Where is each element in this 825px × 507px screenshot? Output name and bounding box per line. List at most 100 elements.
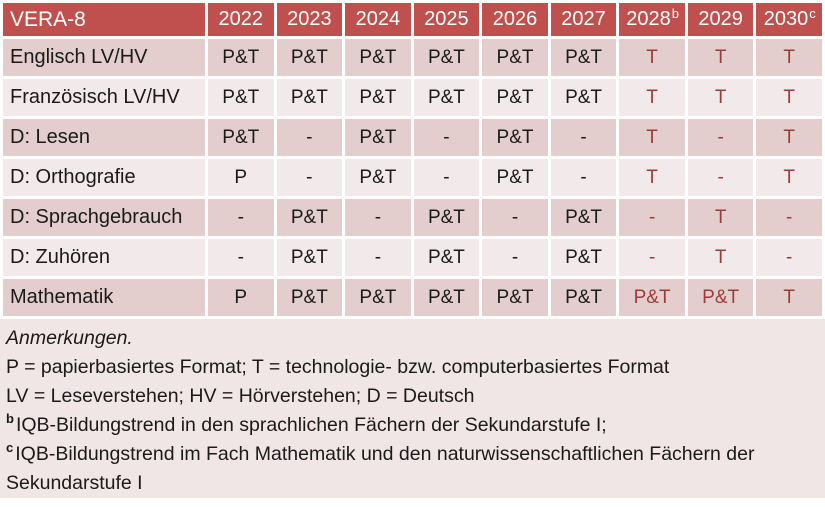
note-b-text: IQB-Bildungstrend in den sprachlichen Fä… [15,414,607,436]
table-cell: T [687,79,754,116]
table-cell: T [756,119,822,156]
column-year-label: 2030 [763,8,809,30]
table-cell: P [208,279,274,316]
column-header-2026: 2026 [482,3,548,36]
note-b-marker: b [6,410,14,426]
table-cell: T [756,279,822,316]
table-cell: P&T [619,279,685,316]
table-cell: P&T [413,39,480,76]
table-cell: T [687,39,754,76]
table-cell: P&T [345,159,411,196]
table-cell: T [619,119,685,156]
row-label: Französisch LV/HV [3,79,205,116]
column-year-label: 2027 [561,8,606,30]
row-label: D: Lesen [3,119,205,156]
column-header-2027: 2027 [550,3,617,36]
table-cell: - [413,119,480,156]
table-cell: P&T [550,279,617,316]
table-notes: Anmerkungen. P = papierbasiertes Format;… [0,319,825,498]
vera8-schedule-table: VERA-8 2022 2023 2024 2025 2026 2027 2028 b 2029… [3,3,822,316]
table-cell: - [208,239,274,276]
row-label: D: Sprachgebrauch [3,199,205,236]
table-cell: - [482,199,548,236]
table-cell: T [619,79,685,116]
column-year-label: 2029 [698,8,743,30]
table-cell: - [276,159,343,196]
table-cell: - [687,119,754,156]
note-c-marker: c [6,439,14,455]
column-year-label: 2025 [424,8,469,30]
table-cell: P&T [550,239,617,276]
table-cell: T [756,39,822,76]
column-year-label: 2028 [626,8,671,30]
column-year-label: 2022 [218,8,264,30]
table-cell: - [756,239,822,276]
table-cell: P&T [550,199,617,236]
table-cell: T [619,159,685,196]
column-footnote-marker-c: c [809,6,816,21]
column-year-label: 2026 [492,8,538,30]
table-cell: P [208,159,274,196]
table-cell: - [345,199,411,236]
table-cell: P&T [208,79,274,116]
table-cell: T [756,159,822,196]
table-cell: P&T [345,79,411,116]
note-c-text: IQB-Bildungstrend im Fach Mathematik und… [6,443,755,494]
table-cell: P&T [208,119,274,156]
table-cell: P&T [276,239,343,276]
table-cell: P&T [687,279,754,316]
table-cell: P&T [482,39,548,76]
table-cell: P&T [550,39,617,76]
table-cell: P&T [276,79,343,116]
column-header-2025: 2025 [413,3,480,36]
table-cell: P&T [276,39,343,76]
table-cell: P&T [413,79,480,116]
table-cell: - [345,239,411,276]
column-header-2024: 2024 [345,3,411,36]
column-header-2028: 2028 b [619,3,685,36]
table-cell: P&T [482,119,548,156]
column-header-2030: 2030 c [756,3,822,36]
table-cell: - [619,199,685,236]
table-cell: P&T [276,279,343,316]
table-cell: T [687,199,754,236]
table-cell: P&T [482,79,548,116]
table-cell: P&T [276,199,343,236]
table-cell: P&T [345,119,411,156]
note-abbreviation-legend: LV = Leseverstehen; HV = Hörverstehen; D… [6,385,475,407]
column-year-label: 2023 [287,8,332,30]
table-cell: - [208,199,274,236]
table-title: VERA-8 [3,3,205,36]
table-cell: P&T [550,79,617,116]
table-cell: - [550,119,617,156]
column-footnote-marker-b: b [671,6,679,21]
note-c: c IQB-Bildungstrend im Fach Mathematik un… [6,440,817,498]
table-cell: T [756,79,822,116]
row-label: D: Orthografie [3,159,205,196]
table-cell: - [413,159,480,196]
table-cell: - [619,239,685,276]
notes-heading: Anmerkungen. [6,327,133,349]
table-cell: - [276,119,343,156]
table-cell: T [687,239,754,276]
table-cell: - [482,239,548,276]
row-label: Englisch LV/HV [3,39,205,76]
table-cell: T [619,39,685,76]
row-label: Mathematik [3,279,205,316]
table-cell: P&T [208,39,274,76]
column-year-label: 2024 [355,8,401,30]
column-header-2022: 2022 [208,3,274,36]
table-cell: P&T [482,159,548,196]
table-cell: P&T [413,239,480,276]
column-header-2023: 2023 [276,3,343,36]
table-cell: - [550,159,617,196]
table-cell: P&T [413,279,480,316]
table-cell: P&T [345,279,411,316]
note-b: b IQB-Bildungstrend in den sprachlichen F… [6,411,817,440]
table-cell: - [687,159,754,196]
row-label: D: Zuhören [3,239,205,276]
table-cell: P&T [413,199,480,236]
table-cell: - [756,199,822,236]
note-format-legend: P = papierbasiertes Format; T = technolo… [6,356,670,378]
